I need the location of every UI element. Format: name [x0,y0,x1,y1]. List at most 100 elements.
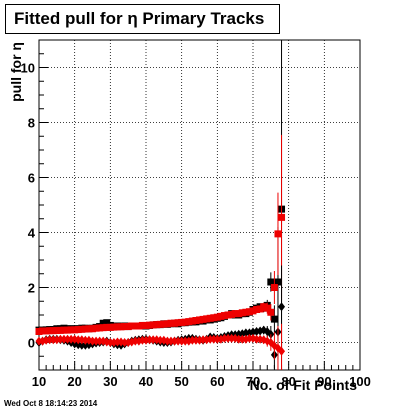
chart-title: Fitted pull for η Primary Tracks [5,4,280,34]
data-point [199,315,207,323]
series-1 [35,134,286,335]
data-point [206,334,214,344]
data-point [131,336,139,346]
data-point [192,317,200,324]
data-point [53,326,61,334]
data-point [67,326,75,334]
data-point [181,336,189,346]
data-point [128,322,136,330]
data-point [149,335,157,345]
data-point [153,321,161,329]
data-point [196,316,203,324]
data-point [138,335,146,345]
data-point [274,230,282,238]
data-point [185,318,193,326]
data-point [199,335,207,345]
data-point [113,337,121,347]
data-point [263,304,271,312]
data-point [235,334,243,344]
data-point [160,320,168,328]
data-point [146,321,154,329]
data-point [260,303,268,311]
data-point [213,313,221,321]
data-point [39,327,47,335]
data-point [163,320,171,328]
data-point [110,323,118,331]
data-point [49,327,57,335]
data-point [167,336,175,346]
y-tick-label: 0 [28,336,35,351]
data-point [245,333,253,343]
x-tick-label: 50 [174,374,188,389]
y-tick-label: 10 [21,61,35,76]
data-point [174,319,182,327]
data-point [64,326,72,334]
data-point [92,336,100,346]
data-point [113,323,121,331]
data-point [121,323,129,331]
data-point [81,325,89,333]
data-point [253,334,261,344]
data-point [267,308,275,316]
data-point [35,336,43,346]
data-point [121,338,129,347]
data-point [89,325,96,333]
data-point [46,327,54,335]
data-point [46,335,54,345]
x-tick-labels: 10 20 30 40 50 60 70 80 90 100 [32,374,371,389]
x-tick-label: 90 [317,374,331,389]
data-point [49,335,57,345]
data-point [56,326,64,334]
x-tick-label: 10 [32,374,46,389]
data-point [78,325,86,333]
data-point [210,334,218,344]
data-point [67,334,75,344]
data-point [135,322,143,330]
data-point [138,321,146,329]
data-point [238,334,246,344]
x-tick-label: 20 [67,374,81,389]
data-point [56,334,64,344]
data-point [249,307,257,315]
data-point [142,321,150,329]
data-point [89,336,96,346]
data-point [124,323,132,331]
x-tick-label: 80 [281,374,295,389]
x-tick-label: 70 [246,374,260,389]
data-point [206,314,214,322]
data-point [192,335,200,345]
data-point [270,315,278,323]
data-point [99,324,107,332]
data-point [238,309,246,317]
y-tick-label: 8 [28,116,35,131]
data-point [81,335,89,345]
data-point [278,346,286,356]
data-point [220,312,228,320]
y-tick-label: 2 [28,281,35,296]
data-point [220,333,228,343]
data-point [35,328,43,335]
data-series [35,40,286,370]
data-point [171,319,179,327]
y-tick-label: 4 [28,226,36,241]
data-point [106,323,114,331]
data-point [106,338,114,347]
data-point [178,318,186,326]
data-point [74,326,82,334]
x-tick-label: 60 [210,374,224,389]
data-point [99,319,107,327]
data-point [278,302,286,312]
data-point [242,308,250,316]
data-point [60,326,68,334]
y-tick-labels: 0 2 4 6 8 10 [21,61,36,351]
data-point [224,311,232,319]
data-point [64,334,72,344]
data-point [146,335,154,345]
data-point [117,323,125,331]
data-point [167,319,175,327]
data-point [270,284,278,291]
data-point [71,326,79,334]
axis-ticks [38,39,361,371]
data-point [156,335,164,345]
